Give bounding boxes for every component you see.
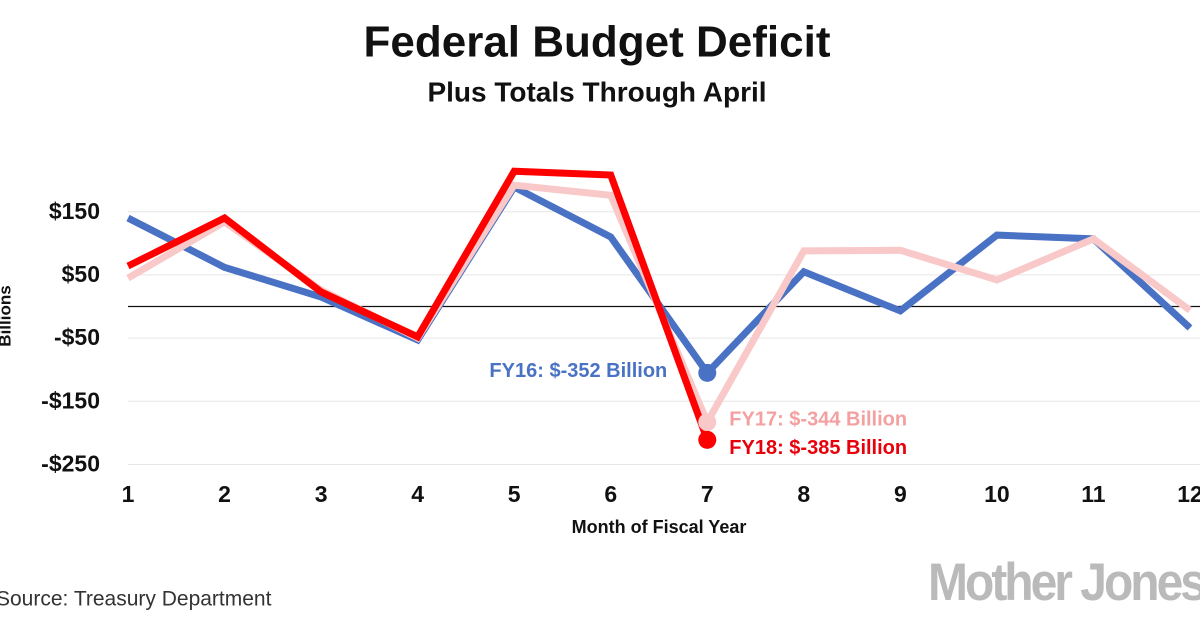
chart-title: Federal Budget Deficit: [364, 18, 831, 67]
x-tick-label: 10: [984, 481, 1010, 507]
y-tick-label: $50: [62, 261, 100, 287]
end-marker: [698, 413, 717, 432]
x-tick-label: 6: [604, 481, 617, 507]
x-tick-label: 4: [411, 481, 424, 507]
x-tick-label: 9: [894, 481, 907, 507]
x-tick-label: 7: [701, 481, 714, 507]
x-tick-label: 12: [1177, 481, 1200, 507]
y-tick-label: -$50: [54, 324, 100, 350]
chart-subtitle: Plus Totals Through April: [427, 76, 766, 107]
x-tick-label: 3: [315, 481, 328, 507]
series-line: [126, 167, 711, 442]
y-axis-label: Billions: [0, 285, 14, 346]
y-tick-label: -$150: [41, 387, 100, 413]
end-marker: [698, 430, 717, 449]
annotation: FY16: $-352 Billion: [489, 360, 667, 382]
x-tick-label: 11: [1081, 481, 1106, 507]
series-line: [126, 182, 1193, 379]
y-tick-label: -$250: [41, 451, 100, 477]
annotation: FY18: $-385 Billion: [729, 437, 907, 459]
x-tick-label: 2: [218, 481, 231, 507]
x-tick-label: 1: [122, 481, 135, 507]
annotation: FY17: $-344 Billion: [729, 408, 907, 430]
x-tick-label: 5: [508, 481, 521, 507]
source-note: Source: Treasury Department: [0, 588, 272, 611]
y-tick-label: $150: [49, 198, 100, 224]
watermark: Mother Jones: [928, 552, 1200, 612]
x-axis-label: Month of Fiscal Year: [572, 517, 747, 537]
x-tick-label: 8: [797, 481, 810, 507]
end-marker: [698, 363, 717, 382]
